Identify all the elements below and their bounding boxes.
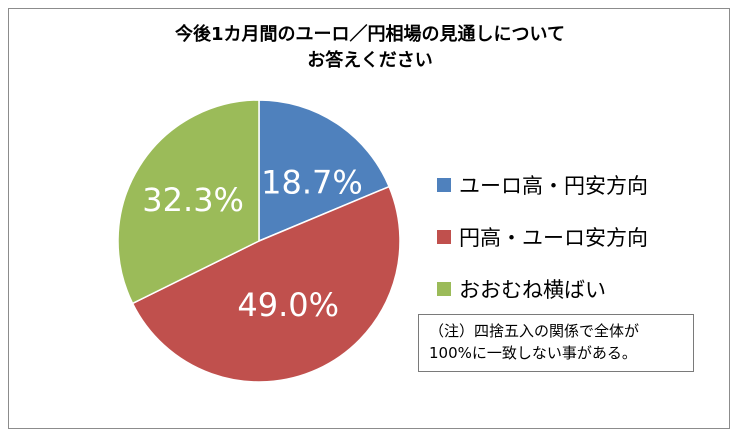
legend-item-yen-up: 円高・ユーロ安方向 (437, 222, 648, 252)
data-label-yen-up: 49.0% (237, 286, 339, 324)
legend-swatch-flat (437, 282, 451, 296)
legend-label-euro-up: ユーロ高・円安方向 (459, 174, 648, 198)
pie-slice-yen-up (131, 185, 401, 383)
legend-item-euro-up: ユーロ高・円安方向 (437, 170, 648, 200)
pie-slice-flat (117, 99, 260, 305)
chart-title-line-2: お答えください (307, 50, 433, 71)
legend-swatch-euro-up (437, 178, 451, 192)
legend-swatch-yen-up (437, 230, 451, 244)
data-label-flat: 32.3% (142, 181, 244, 219)
note-box: （注）四捨五入の関係で全体が 100%に一致しない事がある。 (418, 314, 694, 372)
legend-label-yen-up: 円高・ユーロ安方向 (459, 226, 648, 250)
chart-title-line-1: 今後1カ月間のユーロ／円相場の見通しについて (175, 24, 565, 45)
legend-label-flat: おおむね横ばい (459, 278, 606, 302)
note-line-2: 100%に一致しない事がある。 (429, 344, 637, 362)
legend: ユーロ高・円安方向 円高・ユーロ安方向 おおむね横ばい (437, 170, 648, 326)
data-label-euro-up: 18.7% (261, 163, 363, 201)
pie-slice-euro-up (258, 99, 391, 243)
legend-item-flat: おおむね横ばい (437, 274, 648, 304)
note-line-1: （注）四捨五入の関係で全体が (429, 322, 640, 340)
chart-title: 今後1カ月間のユーロ／円相場の見通しについて お答えください (0, 22, 740, 74)
